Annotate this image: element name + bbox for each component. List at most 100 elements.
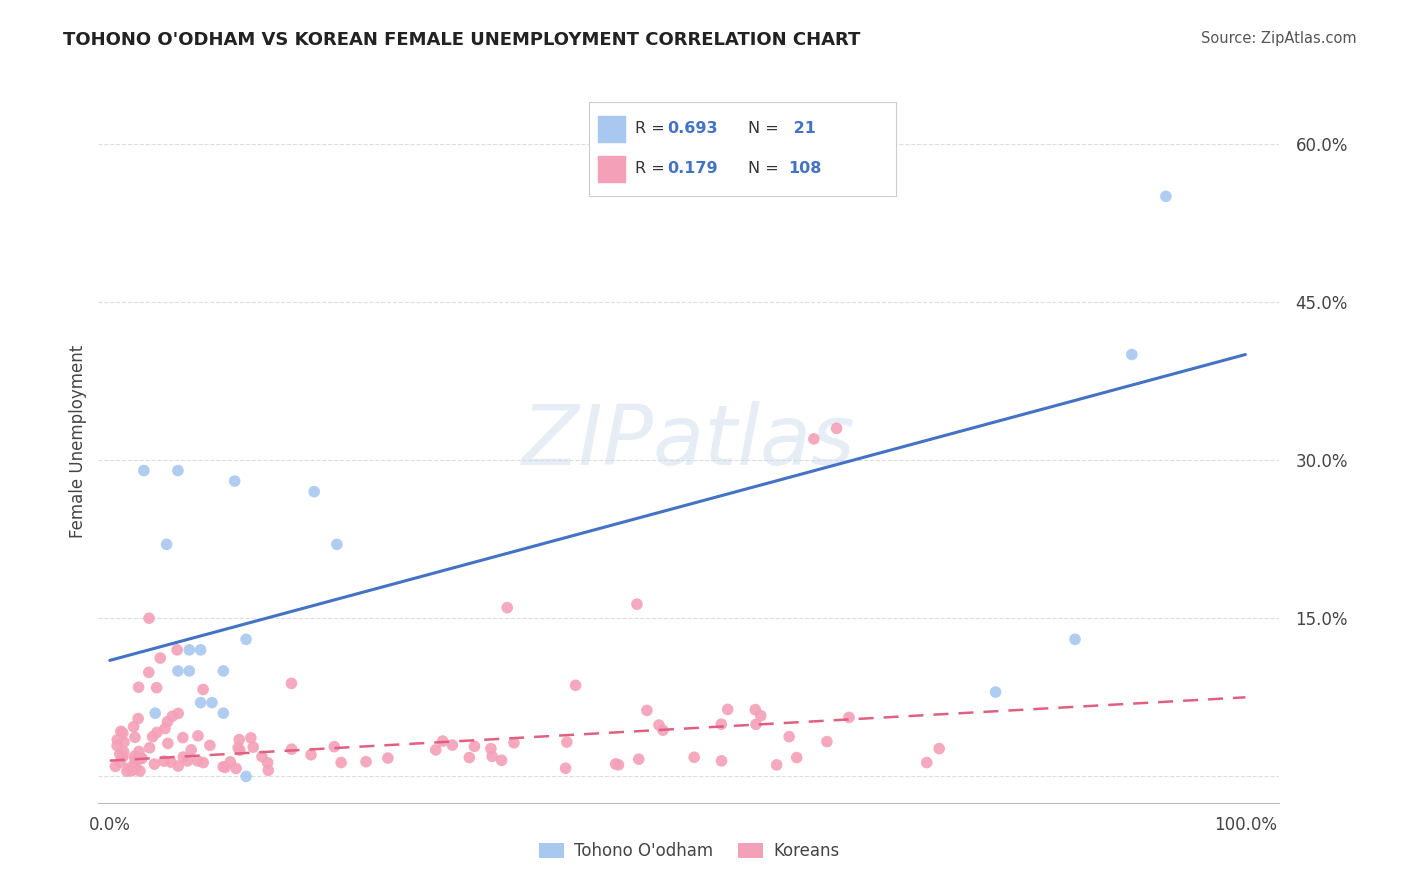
Point [778, 730, 800, 744]
Point [190, 696, 212, 710]
Point [156, 736, 179, 750]
Point [153, 722, 176, 736]
Point [229, 743, 252, 757]
Point [167, 464, 190, 478]
Point [167, 759, 190, 773]
Point [496, 600, 519, 615]
Point [326, 537, 349, 551]
Point [815, 734, 838, 748]
Point [626, 597, 648, 611]
Point [915, 756, 938, 770]
Point [481, 749, 503, 764]
Point [299, 747, 322, 762]
Point [125, 760, 148, 774]
Point [112, 735, 135, 749]
Point [142, 730, 165, 744]
Point [803, 432, 825, 446]
Point [146, 725, 169, 739]
Point [710, 717, 733, 731]
Point [179, 643, 201, 657]
Point [225, 762, 247, 776]
Point [198, 739, 221, 753]
Point [167, 664, 190, 678]
Point [224, 474, 246, 488]
Text: ZIPatlas: ZIPatlas [522, 401, 856, 482]
Point [172, 731, 194, 745]
Point [219, 755, 242, 769]
Point [143, 757, 166, 772]
Point [235, 632, 257, 647]
Point [280, 742, 302, 756]
Point [176, 754, 198, 768]
Point [104, 759, 127, 773]
Point [110, 756, 132, 770]
Point [129, 764, 152, 778]
Point [636, 703, 658, 717]
Point [1121, 347, 1143, 361]
Point [765, 758, 787, 772]
Point [323, 739, 346, 754]
Point [212, 664, 235, 678]
Point [111, 726, 134, 740]
Point [145, 681, 167, 695]
Point [425, 743, 447, 757]
Point [554, 761, 576, 775]
Point [124, 756, 146, 771]
Point [627, 752, 650, 766]
Point [138, 740, 160, 755]
Point [212, 706, 235, 720]
Point [648, 718, 671, 732]
Point [825, 421, 848, 435]
Point [187, 754, 209, 768]
Point [191, 682, 214, 697]
Y-axis label: Female Unemployment: Female Unemployment [69, 345, 87, 538]
Point [984, 685, 1007, 699]
Point [280, 676, 302, 690]
Point [354, 755, 377, 769]
Point [131, 751, 153, 765]
Point [111, 749, 134, 764]
Point [928, 741, 950, 756]
Point [441, 738, 464, 752]
Point [463, 739, 485, 754]
Point [605, 756, 627, 771]
Point [166, 643, 188, 657]
Point [242, 740, 264, 755]
Point [744, 703, 766, 717]
Point [138, 665, 160, 680]
Point [160, 755, 183, 769]
Point [432, 734, 454, 748]
Point [128, 680, 150, 694]
Point [330, 756, 353, 770]
Point [710, 754, 733, 768]
Point [162, 709, 184, 723]
Point [172, 750, 194, 764]
Point [1154, 189, 1177, 203]
Point [105, 739, 128, 753]
Point [122, 720, 145, 734]
Point [564, 678, 586, 692]
Point [193, 756, 215, 770]
Point [124, 752, 146, 766]
Point [155, 537, 177, 551]
Point [717, 702, 740, 716]
Point [121, 764, 143, 778]
Point [124, 731, 146, 745]
Point [491, 753, 513, 767]
Point [132, 464, 155, 478]
Point [256, 756, 278, 770]
Point [786, 750, 808, 764]
Point [838, 710, 860, 724]
Point [1064, 632, 1087, 647]
Point [122, 762, 145, 776]
Legend: Tohono O'odham, Koreans: Tohono O'odham, Koreans [531, 836, 846, 867]
Point [131, 751, 153, 765]
Point [127, 712, 149, 726]
Point [479, 741, 502, 756]
Point [302, 484, 325, 499]
Point [214, 760, 236, 774]
Point [124, 749, 146, 764]
Point [201, 696, 224, 710]
Point [111, 749, 134, 764]
Text: Source: ZipAtlas.com: Source: ZipAtlas.com [1201, 31, 1357, 46]
